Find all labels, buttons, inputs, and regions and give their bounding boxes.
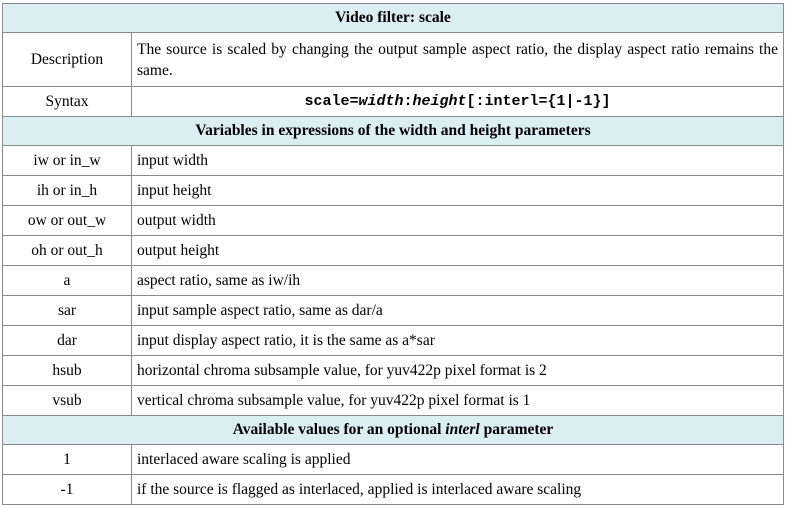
variable-row-desc: input display aspect ratio, it is the sa… <box>131 325 784 356</box>
variable-row: dar input display aspect ratio, it is the… <box>2 325 784 356</box>
variable-row-desc: input sample aspect ratio, same as dar/a <box>131 295 784 326</box>
value-row-desc: if the source is flagged as interlaced, … <box>131 474 784 505</box>
syntax-value: scale=width:height[:interl={1|-1}] <box>131 86 784 117</box>
variable-row-name: ow or out_w <box>2 205 132 236</box>
variable-row: hsub horizontal chroma subsample value, f… <box>2 355 784 386</box>
table-title: Video filter: scale <box>2 3 784 33</box>
variable-row-desc: vertical chroma subsample value, for yuv… <box>131 385 784 416</box>
variable-row-desc: output height <box>131 235 784 266</box>
syntax-row: Syntax scale=width:height[:interl={1|-1}… <box>2 86 784 117</box>
variable-row-name: oh or out_h <box>2 235 132 266</box>
value-row-name: -1 <box>2 474 132 505</box>
variable-row-name: vsub <box>2 385 132 416</box>
description-text: The source is scaled by changing the out… <box>131 32 784 87</box>
variable-row-name: dar <box>2 325 132 356</box>
values-heading: Available values for an optional interl … <box>2 415 784 445</box>
value-row: 1 interlaced aware scaling is applied <box>2 444 784 475</box>
scale-filter-table: Video filter: scale Description The sour… <box>2 3 784 505</box>
variable-row-name: sar <box>2 295 132 326</box>
variables-body: iw or in_w input width ih or in_h input hei… <box>2 145 784 416</box>
variable-row: oh or out_h output height <box>2 235 784 266</box>
value-row-name: 1 <box>2 444 132 475</box>
syntax-width: width <box>358 92 404 110</box>
values-heading-before: Available values for an optional <box>232 421 446 438</box>
variable-row: iw or in_w input width <box>2 145 784 176</box>
syntax-prefix: scale= <box>304 92 359 110</box>
value-row-desc: interlaced aware scaling is applied <box>131 444 784 475</box>
description-row: Description The source is scaled by chan… <box>2 32 784 87</box>
variable-row-desc: horizontal chroma subsample value, for y… <box>131 355 784 386</box>
variable-row-desc: input width <box>131 145 784 176</box>
values-heading-row: Available values for an optional interl … <box>2 415 784 445</box>
variables-heading-row: Variables in expressions of the width an… <box>2 116 784 146</box>
syntax-height: height <box>412 92 467 110</box>
description-label: Description <box>2 32 132 87</box>
variable-row: vsub vertical chroma subsample value, for… <box>2 385 784 416</box>
variable-row: a aspect ratio, same as iw/ih <box>2 265 784 296</box>
variable-row-name: a <box>2 265 132 296</box>
syntax-suffix: [:interl={1|-1}] <box>466 92 611 110</box>
variable-row-desc: aspect ratio, same as iw/ih <box>131 265 784 296</box>
variable-row-name: ih or in_h <box>2 175 132 206</box>
variable-row-desc: input height <box>131 175 784 206</box>
syntax-label: Syntax <box>2 86 132 117</box>
value-row: -1 if the source is flagged as interlaced… <box>2 474 784 505</box>
title-row: Video filter: scale <box>2 3 784 33</box>
variable-row-name: iw or in_w <box>2 145 132 176</box>
values-heading-after: parameter <box>479 421 554 438</box>
values-body: 1 interlaced aware scaling is applied -1 if… <box>2 444 784 505</box>
variable-row: ih or in_h input height <box>2 175 784 206</box>
variable-row: sar input sample aspect ratio, same as da… <box>2 295 784 326</box>
variables-heading: Variables in expressions of the width an… <box>2 116 784 146</box>
syntax-colon: : <box>403 92 413 110</box>
variable-row-name: hsub <box>2 355 132 386</box>
variable-row: ow or out_w output width <box>2 205 784 236</box>
variable-row-desc: output width <box>131 205 784 236</box>
values-heading-param: interl <box>445 421 480 438</box>
